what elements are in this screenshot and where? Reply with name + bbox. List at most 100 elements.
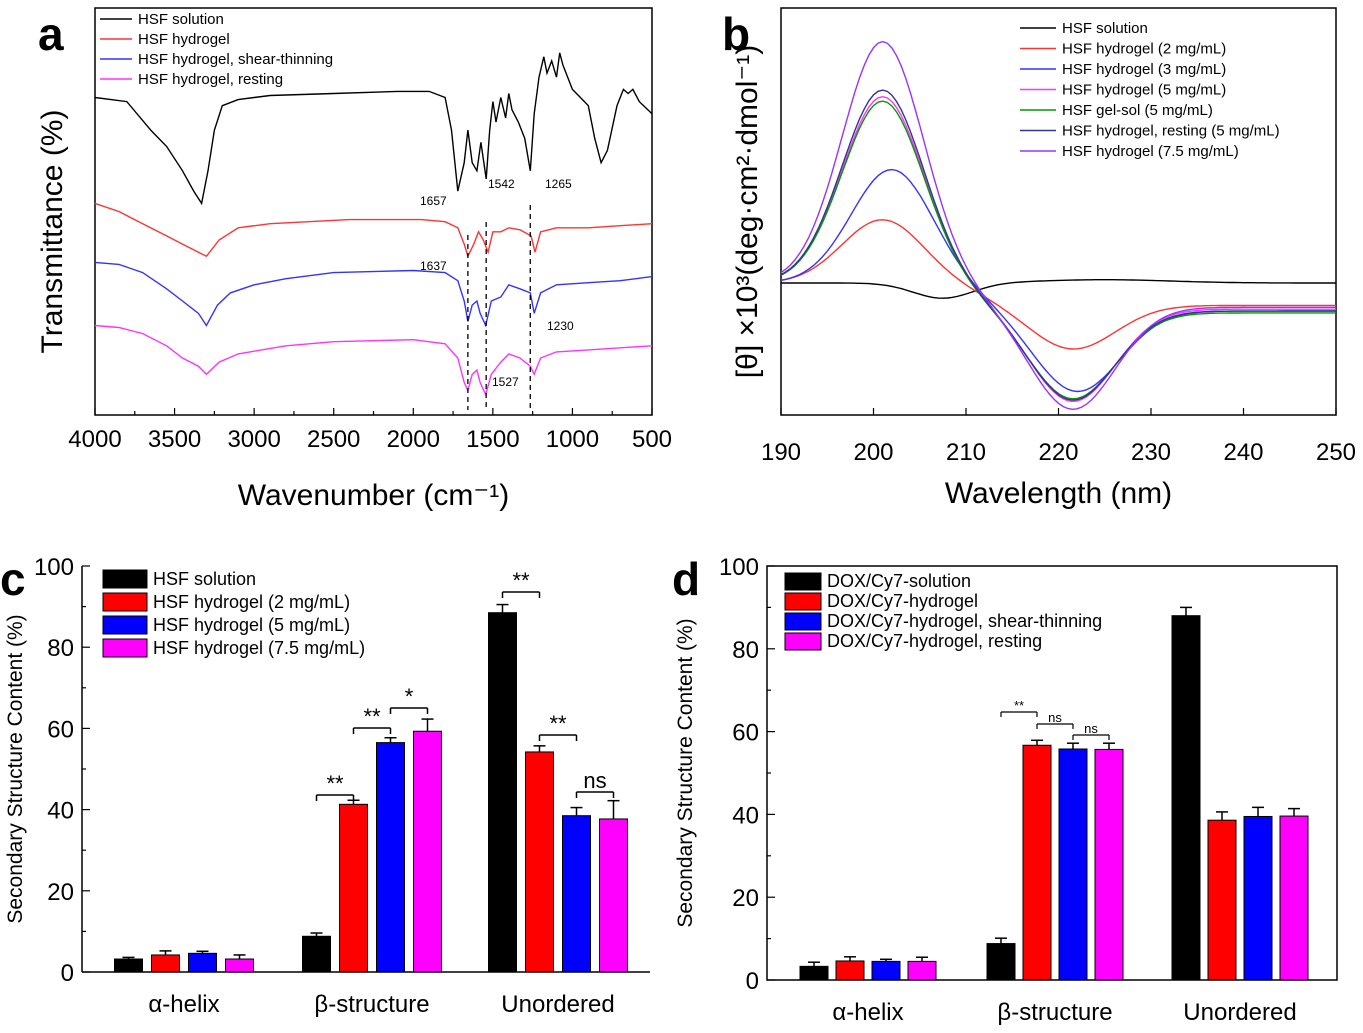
panel-a-ftir-chart: 4000 3500 3000 2500 2000 1500 1000 500 Wavenumbe… (36, 7, 672, 512)
bar (302, 935, 331, 973)
y-tick-label: 80 (732, 637, 759, 664)
legend-swatch (102, 592, 148, 612)
legend-label-b: HSF hydrogel (7.5 mg/mL) (1062, 143, 1239, 160)
spectrum-line-4 (94, 324, 653, 397)
spectrum-line-2 (94, 202, 653, 259)
y-tick-label: 40 (732, 802, 759, 829)
legend-label: DOX/Cy7-hydrogel, resting (827, 631, 1042, 651)
sig-marker: ** (326, 771, 344, 796)
bar (1207, 819, 1237, 981)
legend-label-a: HSF hydrogel (138, 31, 230, 48)
legend-label: HSF hydrogel (5 mg/mL) (153, 615, 350, 635)
x-tick-label-a: 4000 (68, 426, 121, 453)
sig-marker: ns (1048, 710, 1062, 725)
bar (188, 952, 217, 973)
x-tick-label-b: 250 (1316, 439, 1356, 466)
peak-annotation: 1657 (420, 194, 447, 208)
panel-label-b: b (722, 8, 750, 60)
bar (1279, 815, 1309, 981)
panel-b-cd-chart: 190 200 210 220 230 240 250 Wavelength (nm) [θ] … (731, 7, 1356, 510)
legend-label: HSF hydrogel (7.5 mg/mL) (153, 638, 365, 658)
cd-curve-4 (780, 95, 1336, 403)
legend-label: DOX/Cy7-hydrogel, shear-thinning (827, 611, 1102, 631)
panel-label-c: c (0, 553, 26, 605)
plot-frame-a (94, 7, 653, 416)
x-tick-label-b: 200 (853, 439, 893, 466)
y-axis-label-b: [θ] ×10³(deg·cm²·dmol⁻¹) (731, 45, 764, 378)
peak-annotation: 1637 (420, 259, 447, 273)
bar (114, 958, 143, 973)
x-tick-label-a: 500 (632, 426, 672, 453)
x-axis-label-b: Wavelength (nm) (945, 477, 1172, 510)
x-tick-label-b: 220 (1038, 439, 1078, 466)
x-tick-label-a: 3500 (148, 426, 201, 453)
x-tick-label-b: 210 (946, 439, 986, 466)
x-tick-label-a: 2000 (387, 426, 440, 453)
legend-swatch (102, 638, 148, 658)
x-tick-label-b: 190 (761, 439, 801, 466)
legend-label-a: HSF hydrogel, shear-thinning (138, 51, 333, 68)
legend-label-a: HSF solution (138, 11, 224, 28)
legend-label-b: HSF gel-sol (5 mg/mL) (1062, 102, 1213, 119)
sig-marker: ** (549, 711, 567, 736)
legend-label: DOX/Cy7-solution (827, 571, 971, 591)
bar (599, 818, 628, 973)
legend-swatch (784, 612, 822, 631)
cd-curve-2 (780, 219, 1336, 350)
legend-label-b: HSF solution (1062, 20, 1148, 37)
legend-swatch (102, 615, 148, 635)
peak-annotation: 1265 (545, 177, 572, 191)
legend-label: HSF solution (153, 569, 256, 589)
y-axis-label: Secondary Structure Content (%) (4, 614, 27, 923)
x-tick-label-a: 1500 (466, 426, 519, 453)
legend-label-b: HSF hydrogel (5 mg/mL) (1062, 82, 1226, 99)
sig-marker: ns (1084, 721, 1098, 736)
category-label: α-helix (148, 991, 219, 1018)
cd-curve-6 (780, 89, 1336, 401)
bar (1058, 748, 1088, 981)
x-axis-label-a: Wavenumber (cm⁻¹) (238, 479, 509, 512)
y-axis-label: Secondary Structure Content (%) (674, 618, 697, 927)
peak-annotation: 1542 (488, 177, 515, 191)
x-tick-label-a: 3000 (227, 426, 280, 453)
sig-marker: ** (363, 704, 381, 729)
y-tick-label: 20 (732, 885, 759, 912)
panel-d-bar-chart: 0 20 40 60 80 100 Secondary Structure Content … (674, 554, 1338, 1026)
sig-marker: ns (583, 768, 606, 793)
bar (871, 960, 901, 981)
bar (986, 943, 1016, 981)
bar (799, 965, 829, 981)
panel-c-bar-chart: 0 20 40 60 80 100 Secondary Structure Content … (4, 554, 650, 1018)
category-label: β-structure (997, 999, 1112, 1026)
category-label: Unordered (501, 991, 614, 1018)
bar (1094, 748, 1124, 981)
legend-label-b: HSF hydrogel (3 mg/mL) (1062, 61, 1226, 78)
bar (907, 960, 937, 981)
cd-curve-1 (781, 279, 1336, 299)
legend-swatch (784, 572, 822, 591)
cd-curve-7 (780, 40, 1336, 411)
y-tick-label: 80 (47, 635, 74, 662)
legend-swatch (784, 632, 822, 651)
bar (835, 960, 865, 981)
panel-label-d: d (672, 553, 700, 605)
legend-label-b: HSF hydrogel (2 mg/mL) (1062, 41, 1226, 58)
legend-label: HSF hydrogel (2 mg/mL) (153, 592, 350, 612)
legend-swatch (784, 592, 822, 611)
legend-label-b: HSF hydrogel, resting (5 mg/mL) (1062, 123, 1280, 140)
y-tick-label: 20 (47, 879, 74, 906)
sig-marker: ** (1014, 698, 1024, 713)
spectrum-line-3 (94, 261, 653, 328)
bar (1243, 815, 1273, 981)
category-label: α-helix (832, 999, 903, 1026)
y-tick-label: 60 (47, 716, 74, 743)
legend-swatch (102, 569, 148, 589)
y-tick-label: 40 (47, 798, 74, 825)
legend-label-a: HSF hydrogel, resting (138, 71, 283, 88)
category-label: β-structure (314, 991, 429, 1018)
x-tick-label-b: 240 (1223, 439, 1263, 466)
bar (151, 954, 180, 973)
y-tick-label: 60 (732, 720, 759, 747)
bar (339, 803, 368, 973)
bar (376, 742, 405, 973)
